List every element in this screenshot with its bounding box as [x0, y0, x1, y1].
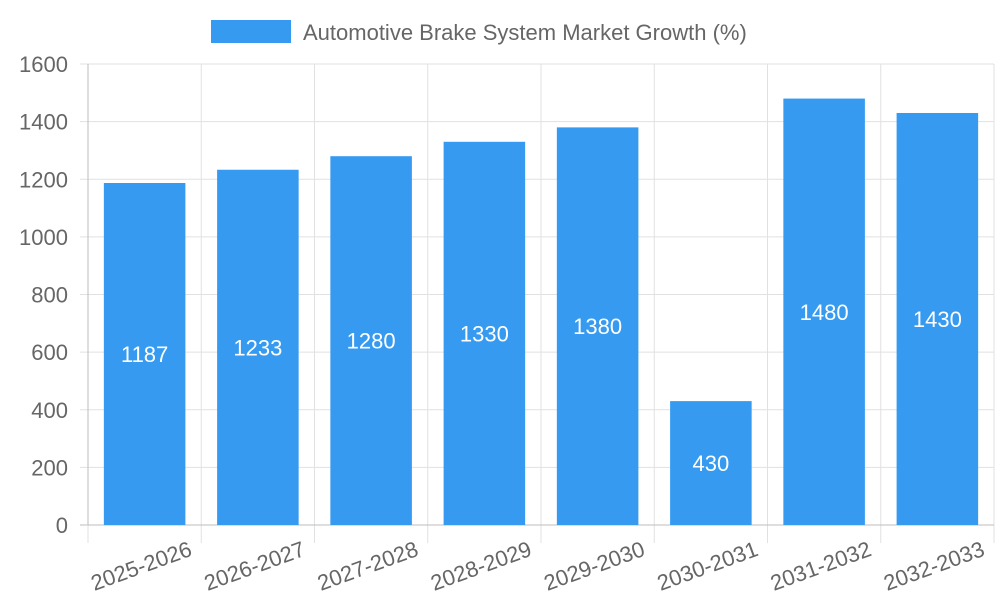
x-tick-label: 2026-2027 [201, 536, 308, 595]
x-tick-label: 2028-2029 [427, 536, 534, 595]
legend-label: Automotive Brake System Market Growth (%… [303, 20, 747, 45]
x-tick-label: 2029-2030 [541, 536, 648, 595]
bar-value-label: 1380 [573, 314, 622, 339]
x-tick-label: 2027-2028 [314, 536, 421, 595]
x-tick-label: 2032-2033 [880, 536, 987, 595]
y-tick-label: 1400 [19, 110, 68, 135]
x-tick-label: 2031-2032 [767, 536, 874, 595]
x-tick-label: 2025-2026 [88, 536, 195, 595]
y-tick-label: 800 [31, 283, 68, 308]
x-axis-ticks: 2025-2026 2026-2027 2027-2028 2028-2029 2029… [88, 536, 988, 595]
bar[interactable] [217, 169, 299, 525]
y-tick-label: 1600 [19, 52, 68, 77]
y-tick-label: 1200 [19, 167, 68, 192]
bar-value-label: 1480 [800, 300, 849, 325]
bar[interactable] [556, 127, 639, 525]
bar[interactable] [330, 156, 412, 525]
y-tick-label: 1000 [19, 225, 68, 250]
bar-value-label: 1330 [460, 321, 509, 346]
bar[interactable] [783, 98, 865, 525]
bar[interactable] [670, 401, 752, 525]
legend[interactable]: Automotive Brake System Market Growth (%… [211, 20, 747, 45]
x-tick-label: 2030-2031 [654, 536, 761, 595]
y-tick-label: 200 [31, 455, 68, 480]
bars: 1187 1233 1280 1330 1380 430 1480 1430 [103, 98, 979, 526]
y-tick-label: 400 [31, 398, 68, 423]
bar-value-label: 1187 [121, 342, 168, 367]
y-axis-ticks: 0 200 400 600 800 1000 1200 1400 1600 [19, 52, 68, 538]
bar[interactable] [896, 112, 979, 525]
bar[interactable] [443, 141, 526, 525]
legend-swatch [211, 20, 291, 43]
bar-value-label: 1430 [913, 307, 962, 332]
bar-value-label: 1280 [347, 329, 396, 354]
y-tick-label: 600 [31, 340, 68, 365]
bar-value-label: 430 [693, 451, 730, 476]
y-tick-label: 0 [56, 513, 68, 538]
bar-value-label: 1233 [233, 335, 282, 360]
bar[interactable] [103, 182, 186, 526]
